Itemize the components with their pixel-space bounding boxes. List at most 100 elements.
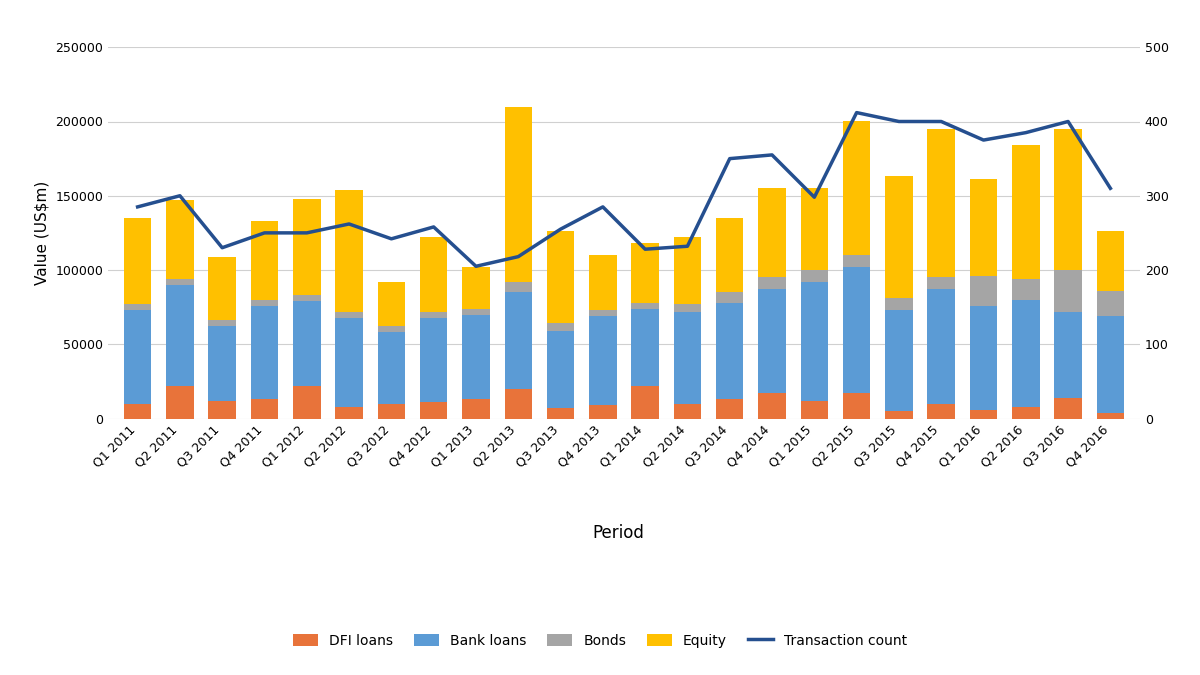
Bar bbox=[420, 317, 448, 402]
Transaction count bbox=[722, 155, 737, 163]
Transaction count bbox=[638, 245, 653, 253]
Bar bbox=[758, 188, 786, 277]
Transaction count bbox=[892, 117, 906, 126]
Bar bbox=[800, 188, 828, 270]
Bar bbox=[928, 277, 955, 290]
Transaction count bbox=[1103, 184, 1117, 192]
Transaction count bbox=[764, 151, 779, 159]
Bar bbox=[589, 310, 617, 316]
Bar bbox=[842, 394, 870, 418]
Transaction count bbox=[173, 192, 187, 200]
Bar bbox=[378, 332, 406, 404]
Transaction count bbox=[680, 242, 695, 250]
Bar bbox=[928, 129, 955, 277]
Bar bbox=[631, 308, 659, 386]
Transaction count bbox=[977, 136, 991, 144]
Bar bbox=[378, 282, 406, 327]
Bar bbox=[928, 404, 955, 418]
Bar bbox=[1055, 270, 1082, 312]
Bar bbox=[842, 267, 870, 394]
Bar bbox=[293, 301, 320, 386]
Bar bbox=[166, 285, 193, 386]
Bar bbox=[251, 300, 278, 306]
Transaction count bbox=[511, 252, 526, 261]
Bar bbox=[800, 401, 828, 418]
Line: Transaction count: Transaction count bbox=[138, 113, 1110, 267]
Bar bbox=[547, 331, 575, 408]
Bar bbox=[124, 404, 151, 418]
Bar bbox=[1097, 412, 1124, 418]
Bar bbox=[758, 290, 786, 394]
Bar bbox=[335, 312, 362, 317]
Bar bbox=[758, 394, 786, 418]
Bar bbox=[886, 298, 913, 310]
Transaction count bbox=[934, 117, 948, 126]
Bar bbox=[673, 304, 701, 312]
Bar bbox=[1012, 145, 1039, 279]
Bar bbox=[886, 310, 913, 411]
Bar bbox=[716, 292, 744, 302]
Bar bbox=[251, 221, 278, 300]
Bar bbox=[800, 270, 828, 282]
Text: Period: Period bbox=[592, 524, 644, 542]
Bar bbox=[251, 306, 278, 399]
Bar bbox=[842, 255, 870, 267]
Bar bbox=[1012, 279, 1039, 300]
Transaction count bbox=[553, 225, 568, 234]
Bar bbox=[1055, 129, 1082, 270]
Bar bbox=[1055, 398, 1082, 418]
Bar bbox=[842, 122, 870, 255]
Bar bbox=[800, 282, 828, 401]
Bar bbox=[420, 402, 448, 418]
Legend: DFI loans, Bank loans, Bonds, Equity, Transaction count: DFI loans, Bank loans, Bonds, Equity, Tr… bbox=[286, 626, 914, 655]
Bar bbox=[293, 386, 320, 418]
Bar bbox=[1012, 300, 1039, 406]
Bar bbox=[1055, 312, 1082, 398]
Bar bbox=[886, 176, 913, 298]
Bar bbox=[1097, 232, 1124, 291]
Bar bbox=[504, 282, 532, 292]
Bar bbox=[462, 315, 490, 399]
Bar bbox=[166, 200, 193, 279]
Bar bbox=[673, 312, 701, 404]
Bar bbox=[589, 316, 617, 405]
Bar bbox=[166, 279, 193, 285]
Transaction count bbox=[850, 109, 864, 117]
Bar bbox=[420, 312, 448, 317]
Bar bbox=[547, 232, 575, 323]
Y-axis label: Value (US$m): Value (US$m) bbox=[35, 181, 49, 285]
Bar bbox=[758, 277, 786, 290]
Bar bbox=[631, 386, 659, 418]
Bar bbox=[589, 255, 617, 310]
Transaction count bbox=[215, 244, 229, 252]
Transaction count bbox=[469, 263, 484, 271]
Bar bbox=[1097, 291, 1124, 316]
Bar bbox=[335, 190, 362, 312]
Bar bbox=[1097, 316, 1124, 412]
Transaction count bbox=[131, 202, 145, 211]
Transaction count bbox=[426, 223, 440, 231]
Bar bbox=[462, 267, 490, 308]
Bar bbox=[886, 411, 913, 418]
Bar bbox=[673, 404, 701, 418]
Bar bbox=[335, 317, 362, 406]
Bar bbox=[209, 327, 236, 401]
Bar bbox=[462, 308, 490, 315]
Bar bbox=[504, 292, 532, 389]
Bar bbox=[970, 180, 997, 276]
Bar bbox=[970, 306, 997, 410]
Bar bbox=[1012, 406, 1039, 418]
Transaction count bbox=[808, 193, 822, 201]
Bar bbox=[631, 243, 659, 302]
Bar bbox=[335, 406, 362, 418]
Bar bbox=[293, 295, 320, 301]
Bar bbox=[209, 256, 236, 321]
Transaction count bbox=[342, 220, 356, 228]
Transaction count bbox=[384, 235, 398, 243]
Bar bbox=[631, 302, 659, 308]
Bar bbox=[124, 310, 151, 404]
Bar bbox=[547, 323, 575, 331]
Bar bbox=[504, 107, 532, 282]
Bar bbox=[716, 218, 744, 292]
Bar bbox=[970, 276, 997, 306]
